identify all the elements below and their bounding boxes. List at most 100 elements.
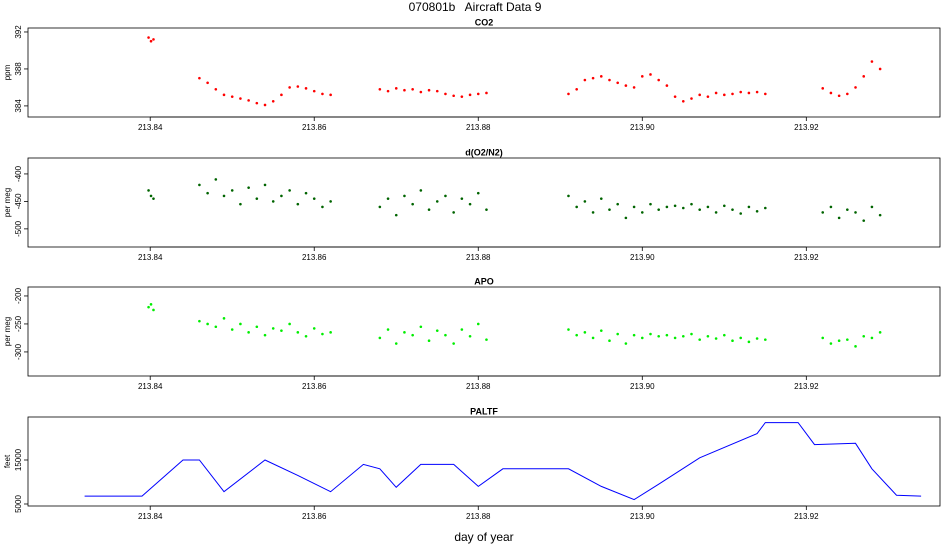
point [214,178,218,181]
plot-frame [27,416,941,507]
point [690,332,693,336]
point [854,345,857,348]
point [206,191,209,195]
x-tick-label: 213.92 [794,382,819,391]
point [846,92,849,96]
y-tick-label: 15000 [14,448,23,471]
point [829,205,833,209]
x-tick-label: 213.84 [138,123,163,132]
point [468,93,472,97]
point [698,338,701,341]
point [444,92,447,96]
point [214,325,218,329]
x-tick-label: 213.88 [466,123,491,132]
point [837,339,841,343]
x-tick-label: 213.84 [138,512,163,521]
point [452,211,455,214]
point [378,205,382,209]
point [435,200,439,203]
point [230,189,234,192]
point [321,332,324,336]
point [673,204,677,208]
point [403,194,406,198]
point [616,332,619,336]
point [239,97,242,100]
point [649,73,652,76]
point [288,86,291,89]
point [837,94,841,98]
point [329,200,332,203]
point [288,322,291,326]
point [681,334,685,338]
point [222,317,226,320]
point [649,202,652,206]
point [378,336,382,340]
point [829,91,833,95]
point [280,194,283,198]
point [706,95,710,98]
x-tick-label: 213.86 [302,123,327,132]
point [657,78,660,82]
point [698,93,701,97]
point [624,342,628,345]
point [608,339,611,343]
point [567,328,570,331]
point [649,332,652,336]
point [460,95,464,98]
point [222,93,226,97]
point [329,331,332,334]
point [632,86,636,89]
point [599,329,603,332]
x-axis-label: day of year [454,530,513,544]
point [147,36,150,39]
point [846,208,849,211]
point [304,334,308,338]
point [427,339,431,343]
panel-title: APO [474,276,494,286]
point [263,333,267,337]
point [632,333,636,337]
point [378,87,382,91]
point [149,303,153,306]
point [731,208,734,211]
point [263,103,267,107]
point [624,84,628,87]
point [468,334,472,338]
point [288,189,291,192]
point [296,202,300,206]
plot-frame [27,286,941,377]
point [739,90,743,94]
x-tick-label: 213.90 [630,512,655,521]
point [152,38,155,41]
y-tick-label: -500 [14,220,23,237]
point [764,206,767,210]
point [755,337,759,340]
point [698,208,701,211]
x-tick-label: 213.92 [794,123,819,132]
point [198,319,201,323]
x-tick-label: 213.86 [302,512,327,521]
point [862,219,866,222]
point [419,90,423,94]
x-tick-label: 213.84 [138,253,163,262]
x-tick-label: 213.92 [794,512,819,521]
x-tick-label: 213.90 [630,382,655,391]
point [280,329,283,332]
point [616,81,619,85]
point [714,211,718,214]
y-tick-label: 392 [14,25,23,39]
point [599,75,603,78]
point [149,194,153,198]
point [723,333,726,337]
point [829,342,833,345]
point [214,87,218,91]
point [681,206,685,210]
plot-frame [27,157,941,248]
point [452,94,455,98]
y-tick-label: -250 [14,315,23,332]
point [263,183,267,187]
point [870,205,874,209]
point [239,202,242,206]
point [599,197,603,200]
